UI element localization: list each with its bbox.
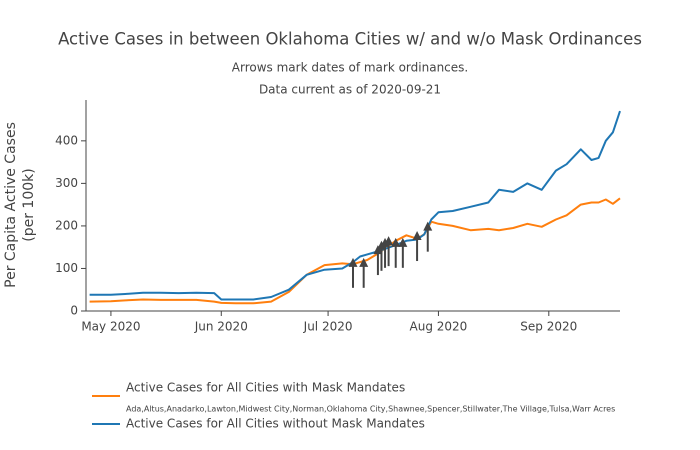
mandate-arrow xyxy=(423,221,433,252)
mandate-arrow xyxy=(391,237,401,268)
legend-note: Ada,Altus,Anadarko,Lawton,Midwest City,N… xyxy=(126,405,615,414)
x-tick-label: May 2020 xyxy=(81,320,140,334)
y-tick-label: 0 xyxy=(70,304,78,318)
legend-label: Active Cases for All Cities without Mask… xyxy=(126,417,425,431)
x-tick-label: Jun 2020 xyxy=(194,320,248,334)
series-line xyxy=(89,197,621,305)
series-line xyxy=(89,110,621,301)
y-axis-label: (per 100k) xyxy=(21,168,37,241)
mandate-arrow xyxy=(348,257,358,288)
x-tick-label: Sep 2020 xyxy=(520,320,577,334)
subtitle: Arrows mark dates of mark ordinances. xyxy=(232,61,468,75)
x-tick-label: Aug 2020 xyxy=(410,320,468,334)
y-axis-label: Per Capita Active Cases xyxy=(3,122,19,288)
mandate-arrow xyxy=(412,231,422,262)
legend-label: Active Cases for All Cities with Mask Ma… xyxy=(126,381,405,395)
chart-title: Active Cases in between Oklahoma Cities … xyxy=(58,30,642,49)
x-tick-label: Jul 2020 xyxy=(303,320,353,334)
mandate-arrow xyxy=(359,257,369,288)
subtitle: Data current as of 2020-09-21 xyxy=(259,83,441,97)
y-tick-label: 300 xyxy=(55,176,78,190)
y-tick-label: 100 xyxy=(55,261,78,275)
mandate-arrow xyxy=(398,237,408,268)
y-tick-label: 400 xyxy=(55,133,78,147)
y-tick-label: 200 xyxy=(55,218,78,232)
mandate-arrow xyxy=(384,236,394,267)
